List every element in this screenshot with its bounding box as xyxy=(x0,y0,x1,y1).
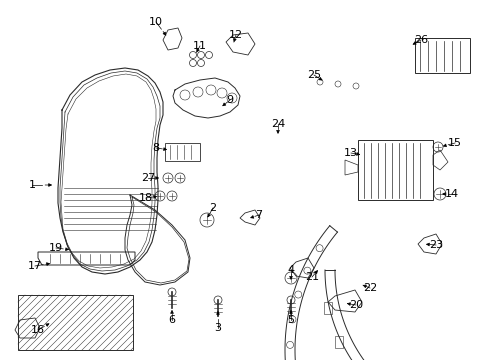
Text: 22: 22 xyxy=(362,283,376,293)
Text: 17: 17 xyxy=(28,261,42,271)
Text: 11: 11 xyxy=(193,41,206,51)
Text: 7: 7 xyxy=(255,210,262,220)
Bar xyxy=(164,143,200,161)
Bar xyxy=(18,295,133,350)
Text: 12: 12 xyxy=(228,30,243,40)
Text: 16: 16 xyxy=(31,325,45,335)
Text: 3: 3 xyxy=(214,323,221,333)
Text: 25: 25 xyxy=(306,70,321,80)
Text: 2: 2 xyxy=(209,203,216,213)
Text: 15: 15 xyxy=(447,138,461,148)
Bar xyxy=(324,302,331,314)
Text: 26: 26 xyxy=(413,35,427,45)
Bar xyxy=(334,336,342,348)
Text: 23: 23 xyxy=(428,240,442,250)
Text: 1: 1 xyxy=(28,180,36,190)
Text: 14: 14 xyxy=(444,189,458,199)
Text: 18: 18 xyxy=(139,193,153,203)
Text: 5: 5 xyxy=(287,315,294,325)
Text: 24: 24 xyxy=(270,119,285,129)
Bar xyxy=(414,38,469,73)
Text: 20: 20 xyxy=(348,300,362,310)
Text: 9: 9 xyxy=(226,95,233,105)
Text: 6: 6 xyxy=(168,315,175,325)
Text: 13: 13 xyxy=(343,148,357,158)
Text: 4: 4 xyxy=(287,265,294,275)
Bar xyxy=(357,140,432,200)
Text: 8: 8 xyxy=(152,143,159,153)
Text: 21: 21 xyxy=(305,272,318,282)
Text: 19: 19 xyxy=(49,243,63,253)
Text: 10: 10 xyxy=(149,17,163,27)
Text: 27: 27 xyxy=(141,173,155,183)
